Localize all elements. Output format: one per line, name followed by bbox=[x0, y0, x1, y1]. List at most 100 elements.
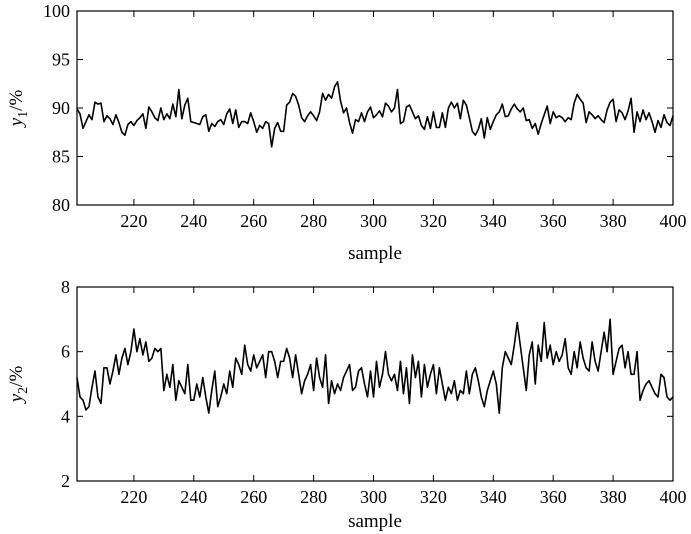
data-point bbox=[543, 114, 545, 116]
data-point bbox=[330, 380, 333, 382]
data-point bbox=[372, 396, 375, 398]
data-point bbox=[396, 88, 399, 91]
data-point bbox=[175, 116, 177, 118]
data-point bbox=[570, 119, 572, 121]
data-point bbox=[357, 120, 360, 123]
data-point bbox=[546, 357, 548, 359]
data-point bbox=[597, 370, 599, 372]
data-point bbox=[672, 115, 674, 117]
data-point bbox=[304, 380, 306, 382]
data-point bbox=[333, 86, 336, 88]
data-point bbox=[298, 104, 300, 106]
data-point bbox=[283, 360, 285, 362]
data-point bbox=[112, 123, 114, 126]
data-point bbox=[321, 92, 324, 95]
y-tick-label: 8 bbox=[61, 277, 70, 297]
data-point bbox=[103, 367, 105, 369]
data-point bbox=[339, 389, 342, 392]
data-point bbox=[468, 393, 470, 395]
data-point bbox=[321, 386, 324, 388]
data-point bbox=[286, 104, 288, 106]
x-tick-label: 260 bbox=[240, 211, 267, 231]
data-point bbox=[444, 126, 446, 128]
x-tick-label: 400 bbox=[660, 487, 687, 507]
data-point bbox=[495, 383, 497, 385]
data-point bbox=[594, 360, 596, 362]
data-point bbox=[390, 380, 393, 382]
data-point bbox=[591, 341, 593, 343]
data-point bbox=[480, 118, 482, 120]
data-point bbox=[130, 351, 132, 353]
data-point bbox=[79, 396, 81, 398]
x-axis-label: sample bbox=[348, 243, 402, 264]
data-point bbox=[552, 364, 554, 366]
data-point bbox=[567, 367, 569, 369]
data-point bbox=[259, 124, 261, 127]
data-point bbox=[510, 108, 512, 110]
data-point bbox=[253, 120, 255, 123]
data-point bbox=[169, 118, 171, 120]
data-point bbox=[561, 354, 563, 356]
data-point bbox=[546, 105, 548, 107]
data-point bbox=[369, 370, 372, 372]
data-point bbox=[660, 126, 662, 128]
data-point bbox=[510, 364, 512, 366]
data-point bbox=[262, 354, 264, 356]
data-point bbox=[585, 367, 587, 369]
data-point bbox=[477, 128, 479, 130]
data-point bbox=[597, 115, 599, 117]
data-point bbox=[187, 364, 189, 366]
data-point bbox=[193, 121, 195, 124]
data-point bbox=[301, 117, 303, 119]
data-point bbox=[513, 103, 515, 105]
data-point bbox=[591, 114, 593, 116]
data-point bbox=[76, 376, 78, 379]
x-tick-label: 280 bbox=[300, 487, 327, 507]
data-point bbox=[621, 112, 623, 114]
x-tick-label: 220 bbox=[120, 487, 147, 507]
data-point bbox=[507, 115, 509, 117]
data-point bbox=[444, 399, 446, 401]
data-point bbox=[100, 402, 102, 404]
data-point bbox=[657, 396, 659, 398]
y-tick-label: 4 bbox=[61, 406, 70, 426]
data-point bbox=[232, 386, 234, 388]
y-axis-label: y2/% bbox=[6, 366, 31, 405]
data-point bbox=[82, 127, 84, 129]
series-points bbox=[76, 81, 674, 148]
data-point bbox=[654, 393, 656, 395]
data-point bbox=[387, 373, 390, 375]
data-point bbox=[327, 402, 330, 404]
data-point bbox=[603, 331, 605, 333]
data-point bbox=[250, 370, 252, 372]
data-point bbox=[214, 370, 216, 372]
series-line bbox=[76, 318, 674, 414]
data-point bbox=[127, 123, 129, 126]
data-point bbox=[241, 373, 243, 375]
data-point bbox=[76, 108, 78, 110]
data-point bbox=[495, 114, 497, 116]
data-point bbox=[423, 364, 426, 366]
data-point bbox=[247, 122, 249, 125]
data-point bbox=[142, 113, 144, 115]
data-point bbox=[420, 124, 423, 127]
data-point bbox=[310, 111, 312, 113]
data-point bbox=[435, 126, 437, 128]
x-tick-label: 280 bbox=[300, 211, 327, 231]
data-point bbox=[492, 370, 494, 372]
y-tick-label: 100 bbox=[43, 1, 70, 21]
data-point bbox=[109, 118, 111, 120]
data-point bbox=[226, 113, 228, 115]
data-point bbox=[178, 88, 180, 91]
data-point bbox=[426, 386, 429, 388]
y-tick-label: 90 bbox=[52, 98, 70, 118]
y-axis-label-unit: /% bbox=[6, 90, 27, 111]
data-point bbox=[423, 128, 426, 130]
data-point bbox=[121, 131, 123, 133]
data-point bbox=[672, 396, 674, 398]
data-point bbox=[429, 127, 432, 129]
data-point bbox=[151, 111, 153, 113]
data-point bbox=[555, 117, 557, 119]
data-point bbox=[603, 121, 605, 124]
data-point bbox=[507, 357, 509, 359]
